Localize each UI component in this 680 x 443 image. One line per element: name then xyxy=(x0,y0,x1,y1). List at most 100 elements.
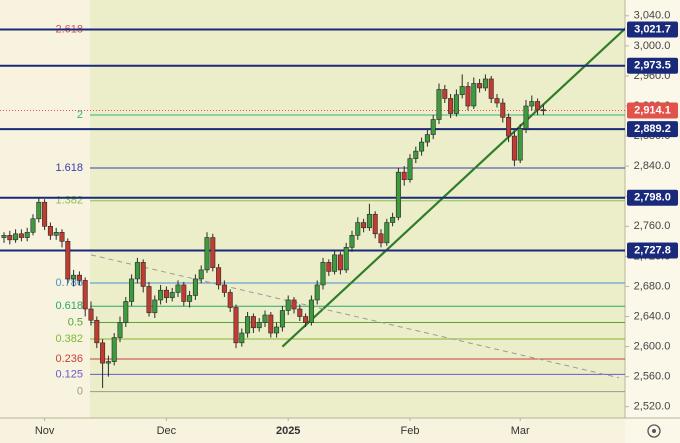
price-level-box xyxy=(627,121,678,138)
candle-body xyxy=(471,83,477,107)
candle-body xyxy=(314,284,320,301)
candle-body xyxy=(419,141,425,152)
trend-line xyxy=(281,27,625,348)
candle-body xyxy=(88,308,94,321)
candle-body xyxy=(488,78,494,99)
candle-body xyxy=(256,322,262,329)
candle-body xyxy=(378,233,384,244)
price-level-box xyxy=(627,57,678,74)
x-tick-label: Dec xyxy=(157,425,177,437)
candle-body xyxy=(436,89,442,120)
x-tick-label: Mar xyxy=(511,425,530,437)
y-tick-label: 3,040.0 xyxy=(634,10,671,22)
fib-label: 2 xyxy=(77,109,83,121)
settings-icon-center xyxy=(652,429,656,433)
candle-body xyxy=(297,308,303,317)
fib-label: 0.786 xyxy=(55,277,83,289)
candle-body xyxy=(146,286,152,314)
candle-body xyxy=(53,232,59,236)
candle-body xyxy=(285,299,291,311)
y-tick-label: 2,560.0 xyxy=(634,371,671,383)
candle-body xyxy=(221,284,227,293)
price-level-label: 2,798.0 xyxy=(634,192,671,204)
price-axis xyxy=(625,0,680,443)
candle-body xyxy=(459,86,465,96)
candle-body xyxy=(198,269,204,280)
candle-body xyxy=(337,254,343,271)
price-level-label: 2,973.5 xyxy=(634,60,671,72)
candle-body xyxy=(181,284,187,302)
plot: 2.61821.6181.3820.7860.6180.50.3820.2360… xyxy=(0,23,625,398)
last-price-label: 2,914.1 xyxy=(634,104,671,116)
axes: 3,040.03,000.02,960.02,920.02,880.02,840… xyxy=(35,10,678,437)
candle-body xyxy=(413,150,419,159)
candle-body xyxy=(465,86,471,107)
candle-body xyxy=(291,299,297,310)
y-tick-label: 2,840.0 xyxy=(634,160,671,172)
candle-body xyxy=(511,135,517,161)
candle-body xyxy=(279,310,285,328)
candle-body xyxy=(100,342,106,364)
candle-body xyxy=(349,235,355,248)
candle-body xyxy=(535,101,541,111)
candle-body xyxy=(1,235,7,238)
candle-body xyxy=(395,171,401,218)
candle-body xyxy=(175,284,181,293)
candle-body xyxy=(7,235,13,241)
candle-body xyxy=(332,254,338,272)
candle-body xyxy=(355,222,361,236)
candle-body xyxy=(303,316,309,323)
candle-body xyxy=(424,134,430,143)
candle-body xyxy=(76,274,82,281)
candle-body xyxy=(13,233,19,241)
candle-body xyxy=(366,213,372,229)
candle-body xyxy=(123,301,129,323)
candle-body xyxy=(129,278,135,302)
candle-body xyxy=(152,299,158,314)
fib-label: 1.382 xyxy=(55,195,83,207)
y-tick-label: 2,680.0 xyxy=(634,280,671,292)
candle-body xyxy=(523,105,529,129)
candle-body xyxy=(361,222,367,229)
candle-body xyxy=(430,119,436,135)
candle-body xyxy=(82,280,88,310)
fib-label: 0.236 xyxy=(55,353,83,365)
candle-body xyxy=(274,326,280,334)
fib-label: 0.125 xyxy=(55,368,83,380)
settings-icon[interactable] xyxy=(647,424,661,438)
candle-body xyxy=(529,101,535,107)
fib-label: 0.618 xyxy=(55,300,83,312)
y-tick-label: 2,600.0 xyxy=(634,340,671,352)
candle-body xyxy=(477,83,483,89)
candle-body xyxy=(204,237,210,271)
candle-body xyxy=(59,232,65,242)
candle-body xyxy=(506,116,512,137)
trend-line xyxy=(90,254,619,379)
candle-body xyxy=(30,218,36,233)
price-level-box xyxy=(627,21,678,38)
candle-body xyxy=(245,316,251,334)
candle-body xyxy=(134,262,140,280)
fib-label: 1.618 xyxy=(55,162,83,174)
candle-body xyxy=(42,201,48,227)
candle-body xyxy=(250,316,256,329)
candle-body xyxy=(384,222,390,244)
candle-body xyxy=(210,237,216,268)
fib-label: 0.382 xyxy=(55,333,83,345)
candle-body xyxy=(117,322,123,338)
y-tick-label: 2,760.0 xyxy=(634,220,671,232)
candle-body xyxy=(18,233,24,238)
candle-body xyxy=(36,201,42,220)
x-tick-label: Nov xyxy=(35,425,55,437)
candle-body xyxy=(262,314,268,323)
candle-body xyxy=(233,307,239,344)
candle-body xyxy=(47,225,53,236)
last-price-box xyxy=(627,102,678,119)
candle-body xyxy=(65,241,71,280)
fib-label: 0.5 xyxy=(68,316,83,328)
candle-body xyxy=(453,94,459,114)
candle-body xyxy=(500,102,506,118)
candle-body xyxy=(192,278,198,296)
candle-body xyxy=(372,213,378,235)
